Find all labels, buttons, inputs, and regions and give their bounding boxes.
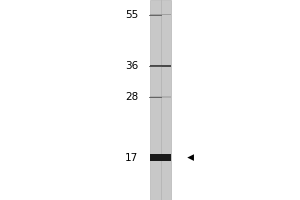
Bar (150, 14, 171, 15)
Text: 17: 17 (125, 153, 138, 163)
Text: 55: 55 (125, 10, 138, 20)
Text: 28: 28 (125, 92, 138, 102)
Bar (150, 154, 171, 161)
Bar (150, 0, 171, 200)
Text: 36: 36 (125, 61, 138, 71)
Bar (150, 65, 171, 67)
Bar (150, 96, 171, 98)
